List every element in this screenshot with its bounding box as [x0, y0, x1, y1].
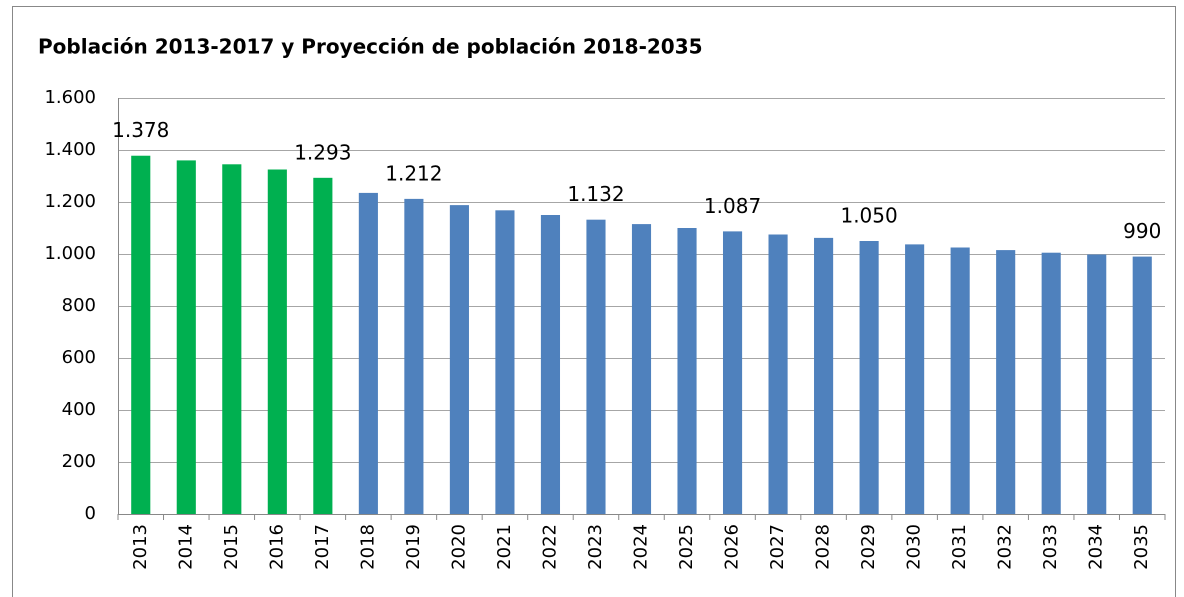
- bar: [905, 244, 925, 514]
- bar: [677, 228, 697, 514]
- x-tick-label: 2020: [448, 524, 469, 570]
- x-tick-label: 2028: [813, 524, 834, 570]
- bar: [449, 205, 469, 514]
- data-label: 1.050: [840, 204, 897, 228]
- x-tick-label: 2021: [494, 524, 515, 570]
- data-label: 1.293: [294, 140, 351, 164]
- y-tick-label: 1.600: [44, 87, 96, 108]
- bar: [722, 231, 743, 514]
- y-tick-label: 400: [62, 399, 96, 420]
- x-tick-label: 2025: [676, 524, 697, 570]
- data-label: 1.087: [704, 194, 761, 218]
- chart-title: Población 2013-2017 y Proyección de pobl…: [38, 35, 703, 59]
- x-tick-label: 2023: [585, 524, 606, 570]
- x-tick-label: 2015: [221, 524, 242, 570]
- bar: [996, 250, 1016, 514]
- bar: [267, 169, 287, 514]
- x-tick-label: 2019: [403, 524, 424, 570]
- x-tick-label: 2032: [995, 524, 1016, 570]
- x-tick-label: 2014: [175, 524, 196, 570]
- x-tick-label: 2031: [949, 524, 970, 570]
- x-tick-label: 2018: [357, 524, 378, 570]
- bar: [358, 192, 378, 514]
- y-tick-label: 1.400: [44, 139, 96, 160]
- y-tick-label: 1.000: [44, 243, 96, 264]
- bar: [495, 210, 515, 514]
- x-tick-label: 2033: [1040, 524, 1061, 570]
- bar: [1132, 256, 1152, 514]
- bar: [1041, 252, 1061, 514]
- x-tick-label: 2030: [904, 524, 925, 570]
- bar: [586, 219, 606, 514]
- x-tick-label: 2026: [722, 524, 743, 570]
- x-tick-label: 2027: [767, 524, 788, 570]
- y-tick-label: 600: [62, 347, 96, 368]
- x-tick-label: 2024: [631, 524, 652, 570]
- bar: [631, 224, 652, 514]
- bar: [950, 247, 970, 514]
- bar: [404, 198, 424, 514]
- x-tick-label: 2013: [130, 524, 151, 570]
- bar: [859, 241, 879, 514]
- data-label: 1.378: [112, 118, 169, 142]
- bar: [1087, 254, 1107, 514]
- x-tick-label: 2035: [1131, 524, 1152, 570]
- bar: [814, 237, 834, 514]
- bar: [222, 164, 242, 515]
- data-label: 1.212: [385, 161, 442, 185]
- x-tick-label: 2022: [539, 524, 560, 570]
- y-tick-label: 1.200: [44, 191, 96, 212]
- bar: [768, 234, 788, 514]
- x-tick-label: 2029: [858, 524, 879, 570]
- bar: [540, 215, 561, 514]
- data-label: 1.132: [567, 182, 624, 206]
- x-tick-label: 2017: [312, 524, 333, 570]
- data-label: 990: [1123, 219, 1161, 243]
- bar: [131, 155, 151, 514]
- y-tick-label: 800: [62, 295, 96, 316]
- y-tick-label: 0: [85, 503, 96, 524]
- y-tick-label: 200: [62, 451, 96, 472]
- x-tick-label: 2034: [1086, 524, 1107, 570]
- bar: [176, 160, 196, 514]
- x-tick-label: 2016: [266, 524, 287, 570]
- bar: [313, 177, 333, 514]
